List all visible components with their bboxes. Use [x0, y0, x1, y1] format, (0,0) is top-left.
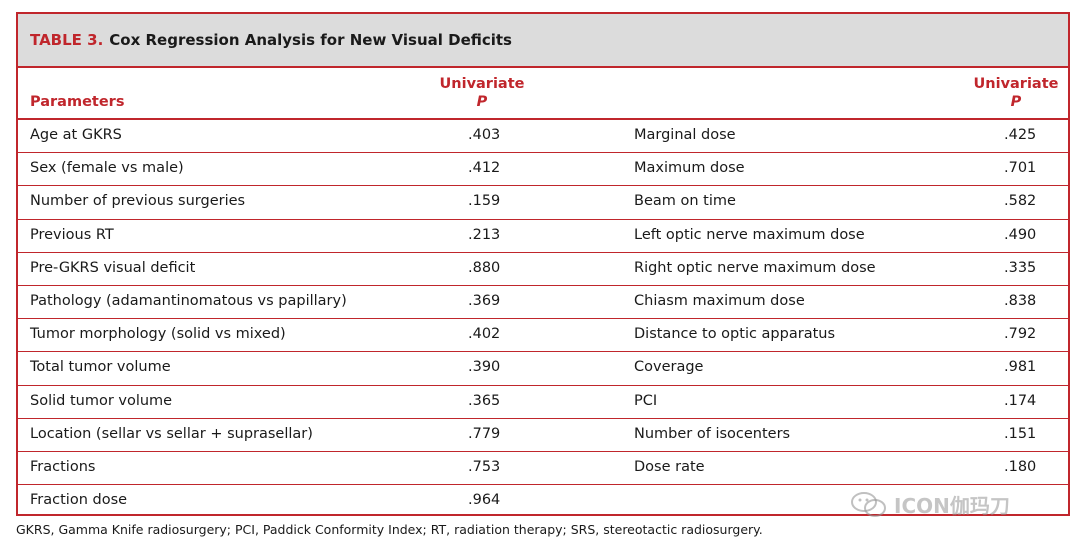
parameter-right-cell: PCI — [634, 392, 658, 409]
parameter-right-cell: Coverage — [634, 359, 704, 376]
parameter-right-cell: Maximum dose — [634, 160, 745, 177]
p-value-right-cell: .701 — [1004, 160, 1037, 177]
table-number: TABLE 3. — [30, 31, 104, 49]
parameter-left-cell: Previous RT — [30, 226, 114, 243]
p-value-left-cell: .402 — [468, 326, 501, 343]
p-value-left-cell: .412 — [468, 160, 501, 177]
table-body: Age at GKRS .403 Marginal dose .425 Sex (fem… — [18, 120, 1068, 518]
results-table: TABLE 3. Cox Regression Analysis for New… — [16, 12, 1070, 516]
table-row: Previous RT .213 Left optic nerve maximum … — [18, 220, 1068, 253]
p-value-left-cell: .880 — [468, 259, 501, 276]
parameter-right-cell: Beam on time — [634, 193, 736, 210]
p-value-left-cell: .213 — [468, 226, 501, 243]
header-p-label: P — [1010, 94, 1022, 110]
table-footnote: GKRS, Gamma Knife radiosurgery; PCI, Pad… — [16, 522, 763, 537]
table-row: Location (sellar vs sellar + suprasellar… — [18, 419, 1068, 452]
parameter-left-cell: Fractions — [30, 458, 96, 475]
table-row: Fractions .753 Dose rate .180 — [18, 452, 1068, 486]
wechat-icon — [851, 491, 886, 517]
parameter-right-cell: Right optic nerve maximum dose — [634, 259, 876, 276]
p-value-right-cell: .582 — [1004, 193, 1037, 210]
p-value-right-cell: .981 — [1004, 359, 1037, 376]
parameter-left-cell: Age at GKRS — [30, 127, 122, 143]
header-parameters: Parameters — [30, 94, 125, 110]
parameter-left-cell: Fraction dose — [30, 492, 128, 509]
p-value-right-cell: .174 — [1004, 392, 1037, 409]
p-value-left-cell: .403 — [468, 127, 501, 143]
header-univariate-label: Univariate — [973, 76, 1059, 92]
p-value-left-cell: .964 — [468, 492, 501, 509]
header-univariate-left: Univariate P — [432, 75, 532, 111]
table-row: Sex (female vs male) .412 Maximum dose .701 — [18, 153, 1068, 187]
parameter-right-cell: Chiasm maximum dose — [634, 292, 805, 309]
table-row: Solid tumor volume .365 PCI .174 — [18, 386, 1068, 419]
p-value-left-cell: .159 — [468, 193, 501, 210]
p-value-left-cell: .390 — [468, 359, 501, 376]
parameter-right-cell: Marginal dose — [634, 127, 736, 143]
header-p-label: P — [476, 94, 488, 110]
parameter-left-cell: Solid tumor volume — [30, 392, 173, 409]
parameter-left-cell: Total tumor volume — [30, 359, 171, 376]
parameter-left-cell: Tumor morphology (solid vs mixed) — [30, 326, 286, 343]
p-value-right-cell: .151 — [1004, 425, 1037, 442]
table-row: Age at GKRS .403 Marginal dose .425 — [18, 120, 1068, 154]
p-value-right-cell: .425 — [1004, 127, 1037, 143]
table-row: Pre-GKRS visual deficit .880 Right optic n… — [18, 253, 1068, 286]
parameter-right-cell: Dose rate — [634, 458, 705, 475]
p-value-left-cell: .779 — [468, 425, 501, 442]
p-value-right-cell: .838 — [1004, 292, 1037, 309]
parameter-left-cell: Pre-GKRS visual deficit — [30, 259, 196, 276]
p-value-left-cell: .365 — [468, 392, 501, 409]
p-value-left-cell: .369 — [468, 292, 501, 309]
parameter-right-cell: Distance to optic apparatus — [634, 326, 836, 343]
parameter-left-cell: Sex (female vs male) — [30, 160, 184, 177]
table-title: Cox Regression Analysis for New Visual D… — [109, 31, 512, 49]
table-row: Pathology (adamantinomatous vs papillary… — [18, 286, 1068, 320]
watermark: ICON伽玛刀 — [850, 490, 1010, 519]
parameter-right-cell: Number of isocenters — [634, 425, 791, 442]
table-header-row: Parameters Univariate P Univariate P — [18, 68, 1068, 120]
table-row: Tumor morphology (solid vs mixed) .402 Dis… — [18, 319, 1068, 353]
p-value-right-cell: .792 — [1004, 326, 1037, 343]
p-value-right-cell: .335 — [1004, 259, 1037, 276]
table-title-bar: TABLE 3. Cox Regression Analysis for New… — [18, 14, 1068, 68]
p-value-right-cell: .490 — [1004, 226, 1037, 243]
table-row: Fraction dose .964 — [18, 485, 1068, 518]
parameter-left-cell: Number of previous surgeries — [30, 193, 246, 210]
header-univariate-label: Univariate — [439, 76, 525, 92]
table-row: Number of previous surgeries .159 Beam on … — [18, 186, 1068, 220]
header-univariate-right: Univariate P — [966, 75, 1066, 111]
p-value-left-cell: .753 — [468, 458, 501, 475]
watermark-text: ICON伽玛刀 — [894, 494, 1010, 518]
parameter-right-cell: Left optic nerve maximum dose — [634, 226, 865, 243]
table-row: Total tumor volume .390 Coverage .981 — [18, 352, 1068, 386]
parameter-left-cell: Location (sellar vs sellar + suprasellar… — [30, 425, 313, 442]
parameter-left-cell: Pathology (adamantinomatous vs papillary… — [30, 292, 347, 309]
p-value-right-cell: .180 — [1004, 458, 1037, 475]
